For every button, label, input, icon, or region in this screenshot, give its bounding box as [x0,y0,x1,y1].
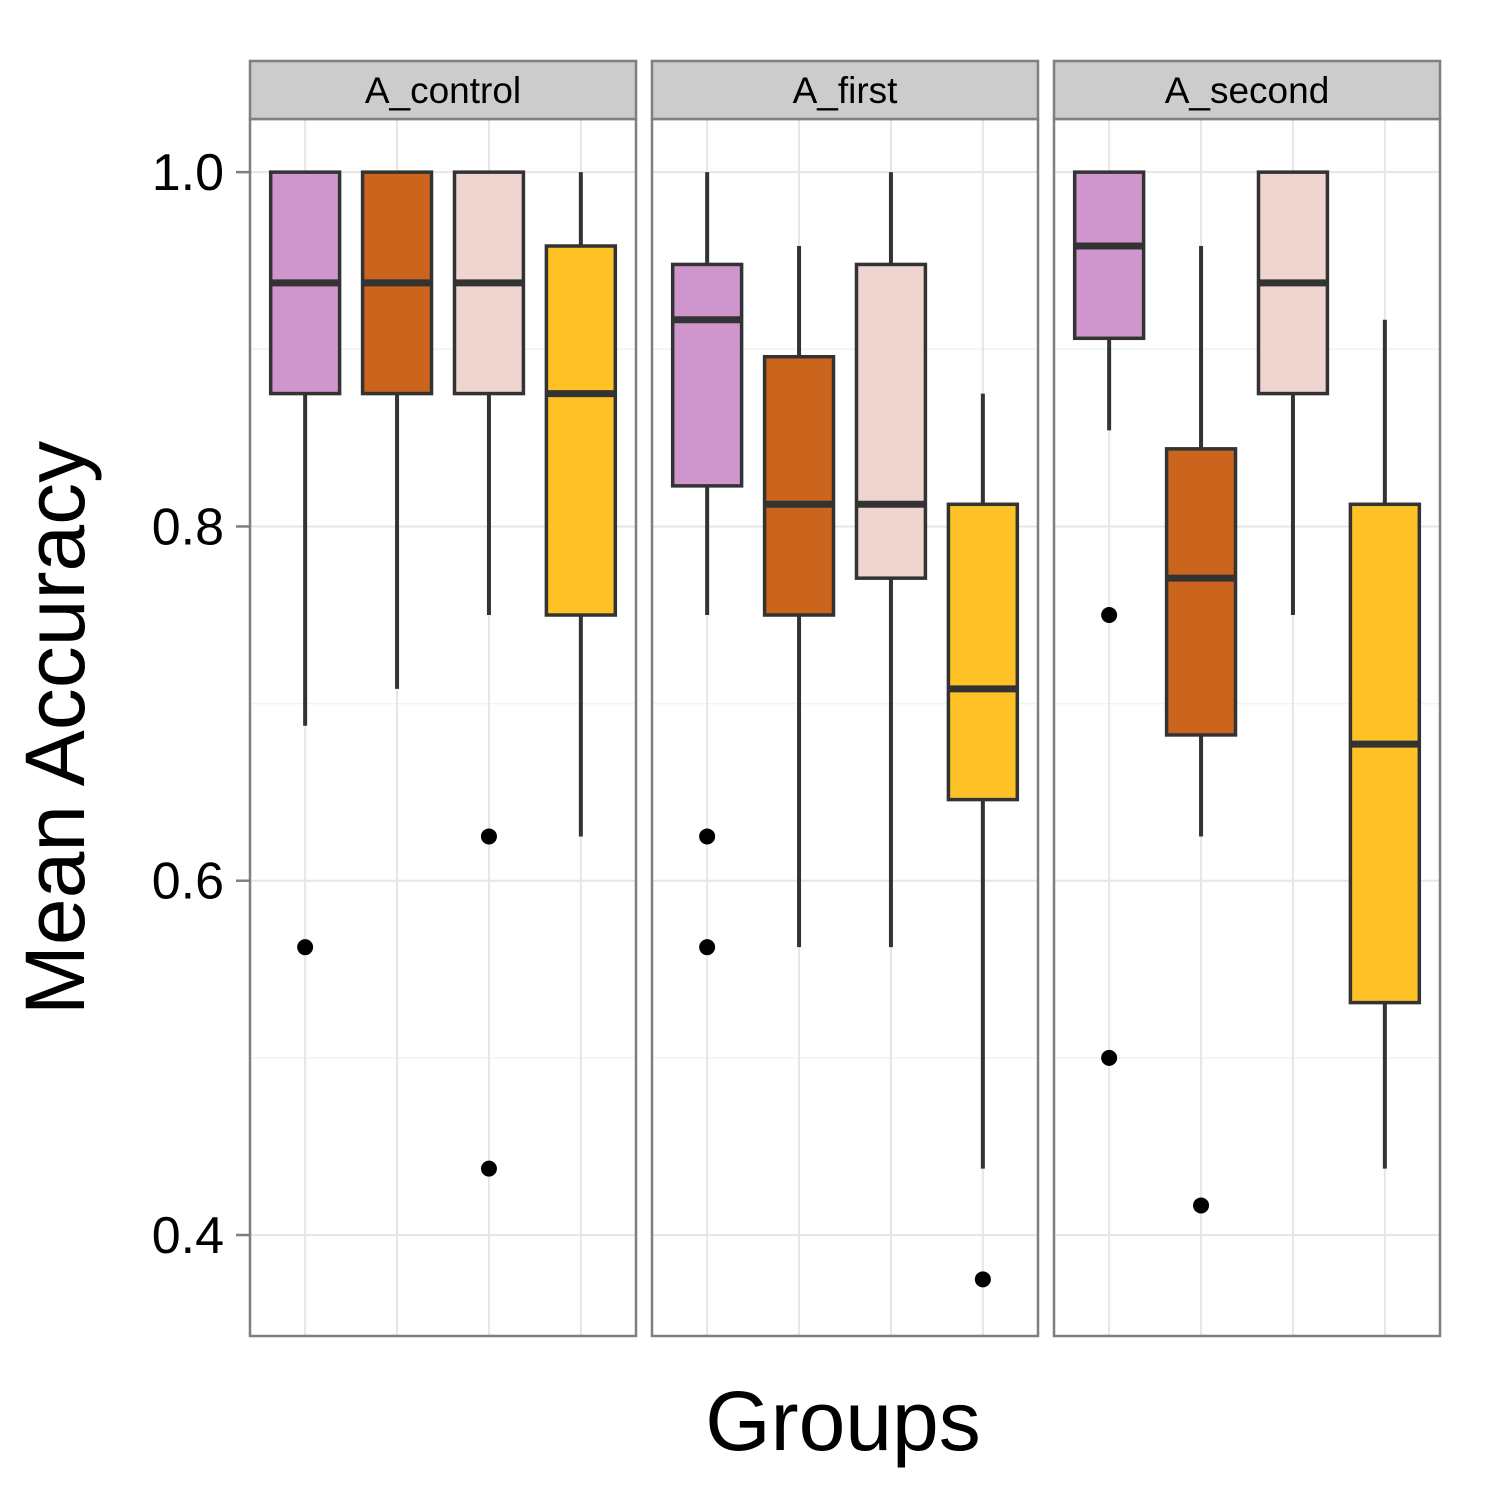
box-2 [762,246,836,948]
box-1 [670,172,744,956]
facet-strip [650,59,1040,121]
y-tick-label: 1.0 [152,144,224,202]
outlier-point [699,828,716,845]
y-tick-label: 0.8 [152,498,224,556]
facet-strip [1052,59,1442,121]
box-body [946,502,1020,802]
y-axis: 0.4 0.6 0.8 1.0 [152,144,250,1265]
box-body [670,262,744,488]
box-body [1348,502,1422,1005]
outlier-point [1101,607,1118,624]
facet-panels: A_control A_first A_second [248,59,1442,1338]
box-2 [1164,246,1238,1214]
facet-panel-A_first: A_first [650,59,1040,1338]
box-4 [946,393,1020,1288]
outlier-point [297,939,314,956]
outlier-point [1193,1197,1210,1214]
box-3 [854,172,928,948]
box-body [1164,447,1238,737]
box-2 [360,170,434,689]
box-body [762,354,836,617]
box-3 [452,170,526,1177]
facet-panel-A_control: A_control [248,59,638,1338]
x-axis-title: Groups [705,1374,980,1468]
y-tick-label: 0.6 [152,853,224,911]
outlier-point [1101,1049,1118,1066]
y-axis-title: Mean Accuracy [8,441,102,1015]
facet-strip-label: A_control [365,70,521,111]
facet-strip-label: A_first [793,70,899,111]
box-body [1072,170,1146,341]
box-body [854,262,928,580]
outlier-point [699,939,716,956]
facet-panel-A_second: A_second [1052,59,1442,1338]
outlier-point [480,828,497,845]
y-tick-label: 0.4 [152,1207,224,1265]
box-1 [268,170,342,956]
box-3 [1256,170,1330,616]
box-body [544,244,618,617]
outlier-point [480,1160,497,1177]
box-4 [1348,319,1422,1169]
facet-strip-label: A_second [1165,70,1330,111]
box-1 [1072,170,1146,1066]
box-4 [544,172,618,837]
facet-strip [248,59,638,121]
outlier-point [974,1271,991,1288]
